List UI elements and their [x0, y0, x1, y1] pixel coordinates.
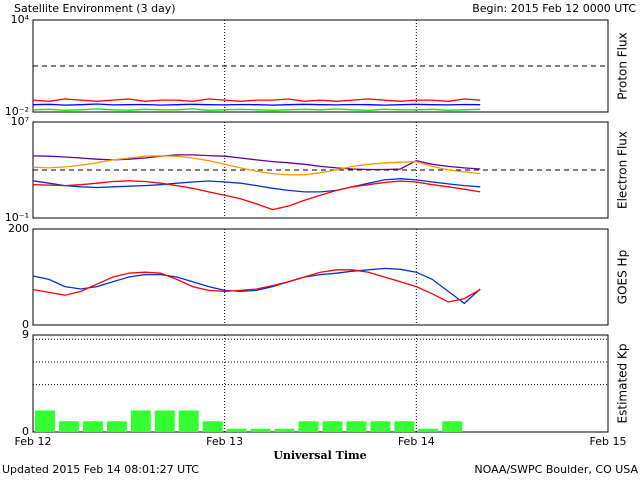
y-axis-label: Electron Flux [616, 131, 630, 209]
y-tick-label: 10⁴ [11, 13, 30, 26]
bar [250, 428, 271, 432]
series-line [32, 98, 481, 102]
bar [178, 410, 199, 432]
bar [346, 421, 367, 432]
bar [202, 421, 223, 432]
chart-title: Satellite Environment (3 day) [14, 2, 176, 15]
bar [106, 421, 127, 432]
bar [442, 421, 463, 432]
y-tick-label: 0 [22, 318, 29, 331]
bar [82, 421, 103, 432]
x-tick-label: Feb 15 [590, 435, 627, 448]
panel-frame [32, 228, 609, 326]
x-axis-label: Universal Time [273, 449, 366, 462]
y-tick-label: 9 [22, 328, 29, 341]
series-line [32, 154, 481, 171]
y-tick-label: 10⁻¹ [5, 211, 29, 224]
bar [274, 428, 295, 432]
bar [394, 421, 415, 432]
y-axis-label: Estimated Kp [616, 344, 630, 424]
x-tick-label: Feb 13 [206, 435, 243, 448]
panel-frame [32, 334, 609, 433]
bar [34, 410, 55, 432]
bar [418, 428, 439, 432]
bar [226, 428, 247, 432]
series-line [32, 180, 481, 211]
series-line [32, 108, 481, 111]
series-line [32, 103, 481, 106]
bar [298, 421, 319, 432]
begin-time: Begin: 2015 Feb 12 0000 UTC [472, 2, 636, 15]
updated: Updated 2015 Feb 14 08:01:27 UTC [2, 463, 199, 476]
x-tick-label: Feb 14 [398, 435, 435, 448]
series-line [32, 267, 481, 305]
bar [370, 421, 391, 432]
bar [154, 410, 175, 432]
series-line [32, 155, 481, 176]
y-tick-label: 0 [22, 425, 29, 438]
x-tick-label: Feb 12 [15, 435, 52, 448]
bar [58, 421, 79, 432]
y-tick-label: 10⁻² [5, 105, 29, 118]
series-line [32, 269, 481, 303]
series-line [32, 178, 481, 193]
bar [322, 421, 343, 432]
y-axis-label: Proton Flux [616, 32, 630, 99]
y-tick-label: 200 [8, 222, 29, 235]
bar [130, 410, 151, 432]
y-axis-label: GOES Hp [616, 250, 630, 304]
source: NOAA/SWPC Boulder, CO USA [474, 463, 638, 476]
y-tick-label: 10⁷ [11, 115, 29, 128]
